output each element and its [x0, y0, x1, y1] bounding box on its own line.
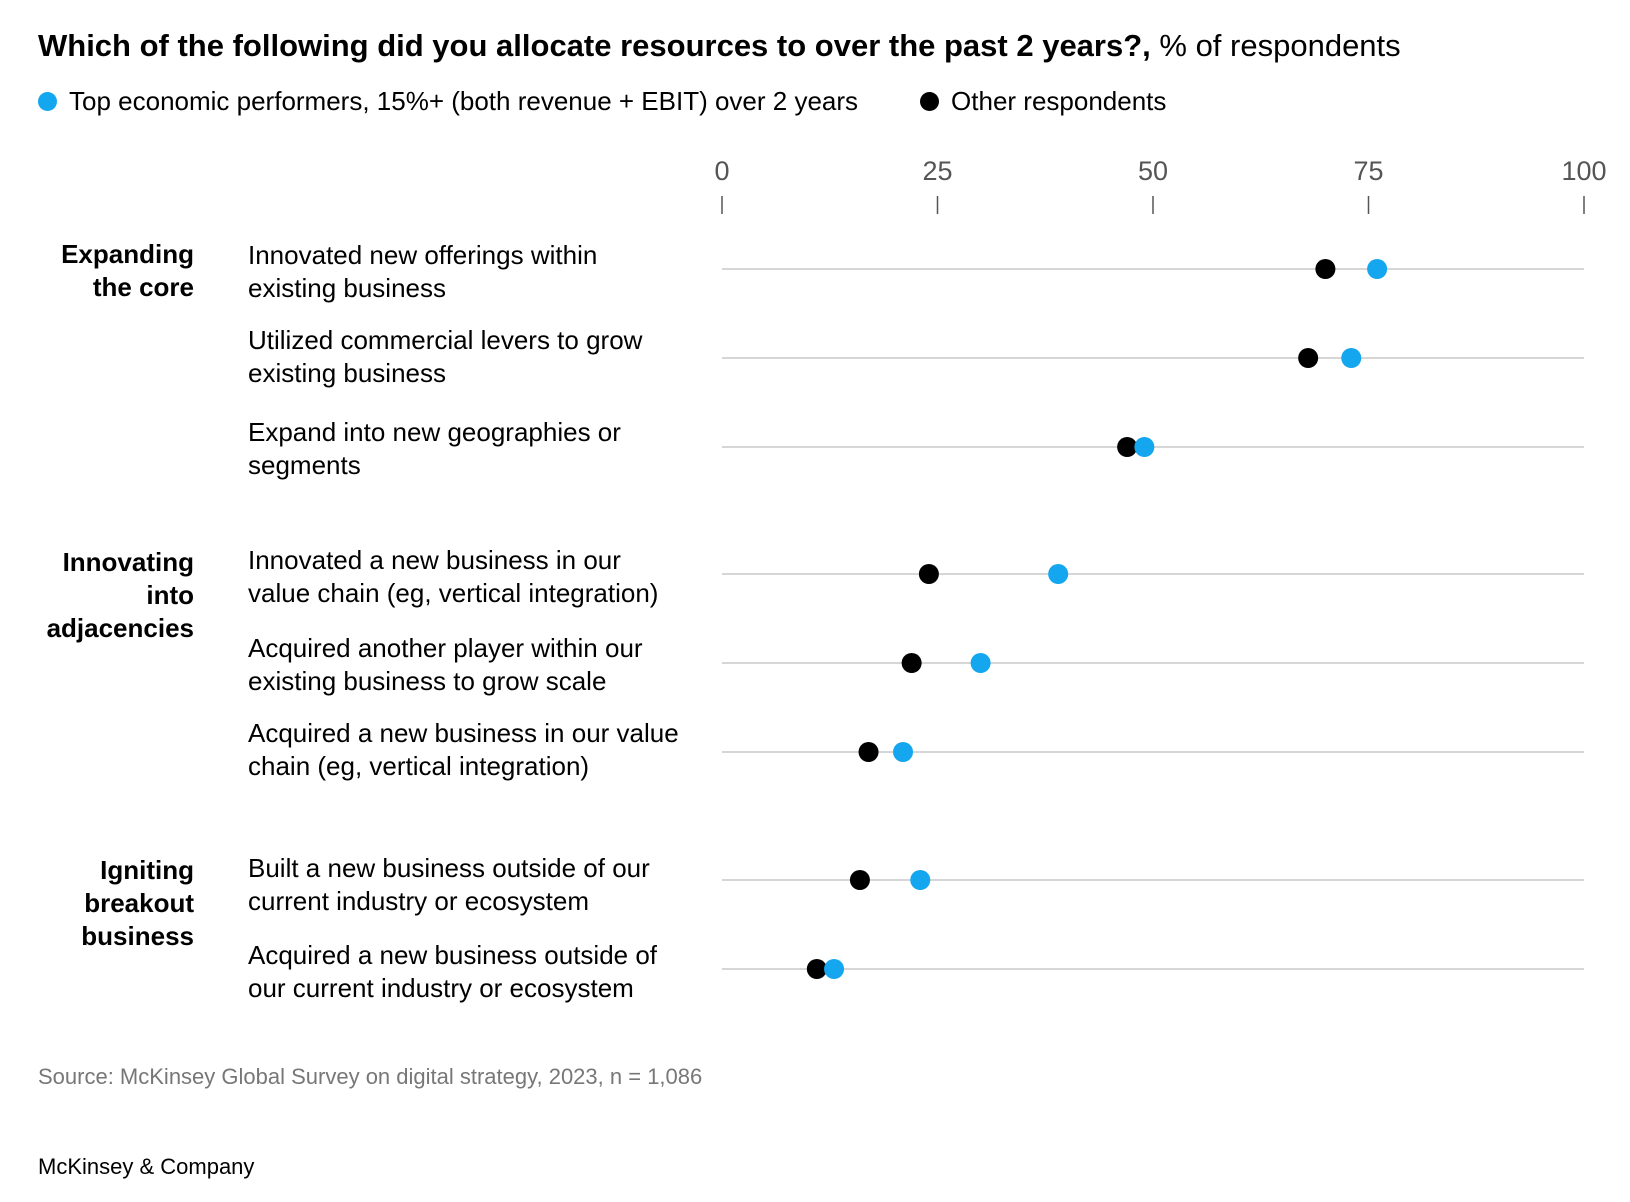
- brand-footer: McKinsey & Company: [38, 1154, 255, 1179]
- row-label-line: Acquired another player within our: [248, 633, 643, 663]
- legend: Top economic performers, 15%+ (both reve…: [38, 86, 1228, 117]
- row-label-line: existing business: [248, 358, 446, 388]
- dot-other: [1298, 348, 1319, 368]
- row-label-line: existing business to grow scale: [248, 666, 607, 696]
- dot-other: [1117, 437, 1138, 457]
- dot-other: [849, 870, 870, 890]
- group-label-igniting: Igniting breakout business: [81, 854, 194, 953]
- dot-top: [910, 870, 931, 890]
- row-label-line: chain (eg, vertical integration): [248, 751, 590, 781]
- title-unit: % of respondents: [1150, 28, 1401, 63]
- dot-top: [1048, 564, 1069, 584]
- row-label-8: Acquired a new business outside of our c…: [248, 939, 708, 1005]
- chart-title: Which of the following did you allocate …: [38, 28, 1401, 64]
- group-label-line: into: [146, 580, 194, 610]
- dot-other: [918, 564, 939, 584]
- dot-top: [1341, 348, 1362, 368]
- group-label-line: business: [81, 921, 194, 951]
- group-label-expanding: Expanding the core: [61, 238, 194, 304]
- dot-top: [824, 959, 845, 979]
- dot-top: [1367, 259, 1388, 279]
- row-label-2: Utilized commercial levers to grow exist…: [248, 324, 708, 390]
- x-tick-label: 0: [714, 156, 729, 186]
- row-label-line: segments: [248, 450, 361, 480]
- row-label-4: Innovated a new business in our value ch…: [248, 544, 708, 610]
- group-label-line: adjacencies: [46, 613, 194, 643]
- legend-item-top: Top economic performers, 15%+ (both reve…: [38, 86, 858, 117]
- legend-label-other: Other respondents: [951, 86, 1167, 116]
- row-label-line: current industry or ecosystem: [248, 886, 590, 916]
- row-label-line: Expand into new geographies or: [248, 417, 621, 447]
- group-label-line: Expanding: [61, 239, 194, 269]
- legend-item-other: Other respondents: [920, 86, 1166, 117]
- row-label-line: Acquired a new business outside of: [248, 940, 658, 970]
- dot-top: [893, 742, 914, 762]
- dot-top: [1134, 437, 1155, 457]
- row-label-3: Expand into new geographies or segments: [248, 416, 708, 482]
- row-label-line: our current industry or ecosystem: [248, 973, 634, 1003]
- row-label-line: Utilized commercial levers to grow: [248, 325, 643, 355]
- row-label-line: Innovated new offerings within: [248, 240, 598, 270]
- legend-dot-top: [38, 92, 57, 111]
- dot-other: [901, 653, 922, 673]
- dot-other: [806, 959, 827, 979]
- group-label-line: breakout: [84, 888, 194, 918]
- group-label-line: the core: [92, 272, 194, 302]
- dot-other: [1315, 259, 1336, 279]
- x-tick-label: 25: [922, 156, 952, 186]
- dot-other: [858, 742, 879, 762]
- row-label-line: Built a new business outside of our: [248, 853, 650, 883]
- row-label-7: Built a new business outside of our curr…: [248, 852, 708, 918]
- dot-top: [970, 653, 991, 673]
- x-tick-label: 75: [1353, 156, 1383, 186]
- x-tick-label: 100: [1561, 156, 1606, 186]
- x-tick-label: 50: [1138, 156, 1168, 186]
- group-label-line: Innovating: [62, 547, 194, 577]
- row-label-line: Innovated a new business in our: [248, 545, 621, 575]
- group-label-innovating: Innovating into adjacencies: [47, 546, 194, 645]
- source-note: Source: McKinsey Global Survey on digita…: [38, 1064, 703, 1089]
- legend-label-top: Top economic performers, 15%+ (both reve…: [69, 86, 859, 116]
- row-label-line: Acquired a new business in our value: [248, 718, 679, 748]
- row-label-6: Acquired a new business in our value cha…: [248, 717, 708, 783]
- legend-dot-other: [920, 92, 940, 111]
- row-label-line: value chain (eg, vertical integration): [248, 578, 659, 608]
- group-label-line: Igniting: [100, 855, 194, 885]
- row-label-1: Innovated new offerings within existing …: [248, 239, 708, 305]
- title-question: Which of the following did you allocate …: [38, 28, 1151, 63]
- row-label-line: existing business: [248, 273, 446, 303]
- row-label-5: Acquired another player within our exist…: [248, 632, 708, 698]
